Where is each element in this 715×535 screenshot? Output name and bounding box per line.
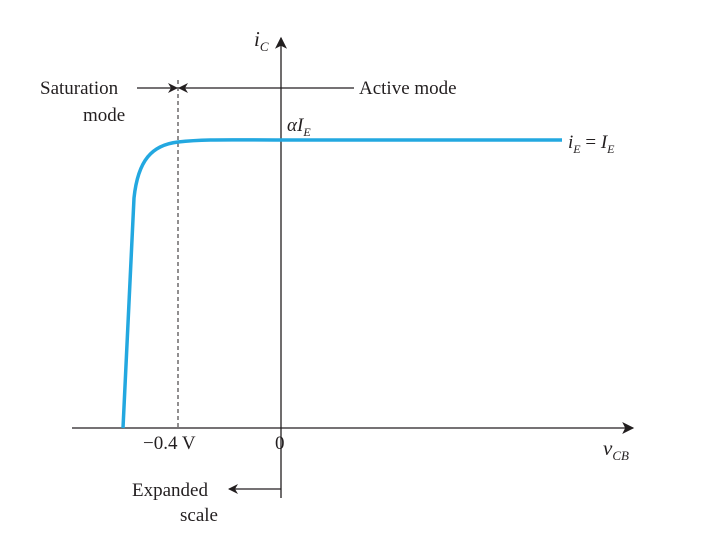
active-mode-label: Active mode (359, 78, 457, 99)
x-axis-label: vCB (603, 436, 629, 463)
tick-label-neg: −0.4 V (143, 433, 196, 454)
y-axis-label: iC (254, 27, 269, 54)
expanded-scale-label-line1: Expanded (132, 480, 208, 501)
expanded-scale-label-line2: scale (180, 505, 218, 526)
saturation-mode-label-line2: mode (83, 105, 125, 126)
characteristic-curve (121, 138, 562, 429)
ie-equals-label: iE = IE (568, 132, 615, 156)
saturation-mode-label-line1: Saturation (40, 78, 119, 99)
alpha-ie-label: αIE (287, 115, 311, 139)
tick-label-zero: 0 (275, 433, 285, 454)
